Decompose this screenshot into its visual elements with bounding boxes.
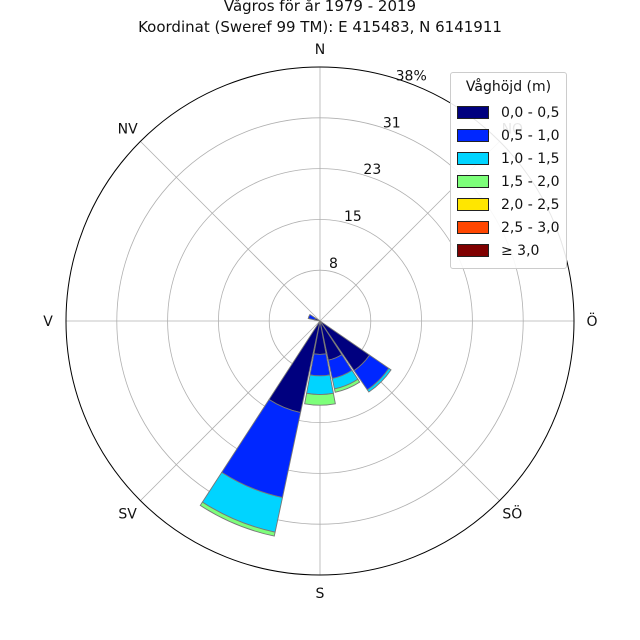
radial-tick-label: 31 bbox=[383, 115, 401, 131]
legend-entry: 0,0 - 0,5 bbox=[457, 101, 560, 124]
legend-label: 0,5 - 1,0 bbox=[501, 127, 560, 144]
legend-entry: 2,0 - 2,5 bbox=[457, 193, 560, 216]
legend-swatch bbox=[457, 244, 489, 257]
grid-ring bbox=[116, 117, 524, 525]
legend-swatch bbox=[457, 198, 489, 211]
grid-ring bbox=[167, 168, 473, 474]
rose-bars bbox=[199, 313, 392, 537]
rose-bar-segment bbox=[307, 313, 317, 321]
radial-tick-label: 15 bbox=[344, 209, 362, 225]
radial-tick-label: 23 bbox=[363, 162, 381, 178]
legend-label: 1,0 - 1,5 bbox=[501, 150, 560, 167]
legend-swatch bbox=[457, 175, 489, 188]
outer-frame-circle bbox=[65, 66, 575, 576]
rose-bar-segment bbox=[306, 374, 334, 395]
rose-bar-segment bbox=[309, 353, 331, 377]
radial-tick-label: 38% bbox=[396, 68, 427, 84]
legend-entry: 0,5 - 1,0 bbox=[457, 124, 560, 147]
legend-entry: 1,5 - 2,0 bbox=[457, 170, 560, 193]
radial-tick-label: 8 bbox=[329, 256, 338, 272]
grid-ring bbox=[217, 218, 422, 423]
legend-title: Våghöjd (m) bbox=[465, 79, 552, 95]
compass-label: SÖ bbox=[502, 504, 522, 522]
grid-spoke bbox=[140, 141, 321, 322]
legend-swatch bbox=[457, 106, 489, 119]
legend-label: 2,5 - 3,0 bbox=[501, 219, 560, 236]
radial-tick-labels: 8 15 23 31 38% bbox=[329, 68, 427, 272]
legend-swatch bbox=[457, 129, 489, 142]
compass-label: N bbox=[315, 42, 325, 58]
rose-bar-segment bbox=[333, 378, 361, 393]
legend-label: ≥ 3,0 bbox=[501, 242, 540, 259]
rose-bar-segment bbox=[366, 367, 392, 393]
rose-bar-segment bbox=[199, 501, 276, 537]
compass-label: S bbox=[316, 586, 325, 602]
chart-subtitle: Koordinat (Sweref 99 TM): E 415483, N 61… bbox=[138, 18, 502, 36]
legend-entry: 2,5 - 3,0 bbox=[457, 216, 560, 239]
legend-entry: ≥ 3,0 bbox=[457, 239, 560, 262]
chart-title: Vågros för år 1979 - 2019 bbox=[223, 0, 417, 15]
legend: Våghöjd (m) 0,0 - 0,5 0,5 - 1,0 1,0 - 1,5 1… bbox=[450, 72, 567, 269]
legend-label: 0,0 - 0,5 bbox=[501, 104, 560, 121]
compass-label: SV bbox=[118, 506, 137, 522]
legend-swatch bbox=[457, 152, 489, 165]
rose-bar-segment bbox=[304, 392, 336, 406]
legend-label: 1,5 - 2,0 bbox=[501, 173, 560, 190]
compass-label: NV bbox=[118, 122, 138, 138]
compass-label: Ö bbox=[586, 312, 597, 330]
grid-spoke bbox=[140, 320, 321, 501]
legend-swatch bbox=[457, 221, 489, 234]
compass-label: V bbox=[43, 314, 53, 330]
legend-label: 2,0 - 2,5 bbox=[501, 196, 560, 213]
legend-entry: 1,0 - 1,5 bbox=[457, 147, 560, 170]
